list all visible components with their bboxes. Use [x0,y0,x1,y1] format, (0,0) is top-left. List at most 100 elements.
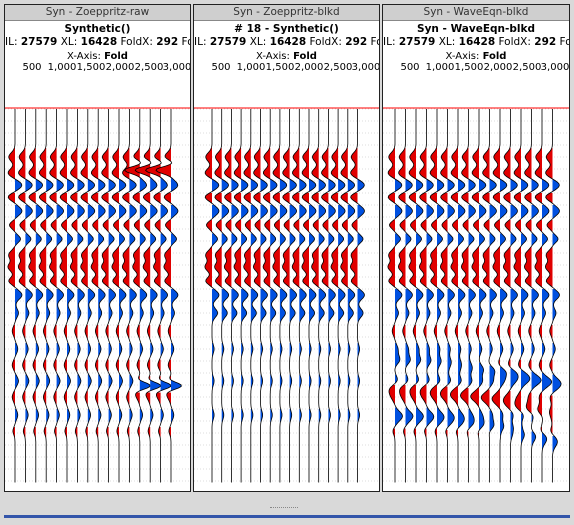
dataset-name: # 18 - Synthetic() [234,23,339,35]
positive-fill [328,179,336,423]
wiggle-line [449,109,466,483]
negative-fill [224,148,232,288]
wiggle-line [101,109,117,483]
negative-fill [39,148,47,438]
positive-fill [250,179,258,423]
seismic-display[interactable] [5,99,191,492]
positive-fill [171,163,182,423]
tick-label: 1,500 [265,62,295,73]
negative-fill [91,148,99,438]
wiggle-line [17,109,33,483]
negative-fill [545,148,553,435]
wiggle-line [330,109,346,483]
x-axis-ticks: 500 1,000 1,500 2,000 2,500 3,000 [383,62,569,74]
wiggle-line [38,109,54,483]
trace [429,109,445,483]
tick-label: 2,000 [294,62,324,73]
wiggle-line [69,109,85,483]
negative-fill [321,148,329,288]
tick-label: 500 [211,62,231,73]
trace [243,109,259,483]
wiggle-line [544,109,562,483]
panel-waveeqn-blkd[interactable]: Syn - WaveEqn-blkd Syn - WaveEqn-blkd IL… [382,4,570,492]
panel-zoeppritz-raw[interactable]: Syn - Zoeppritz-raw Synthetic() IL: 2757… [4,4,191,492]
positive-fill [347,179,355,423]
wiggle-line [439,109,455,483]
trace [301,109,317,483]
trace [155,109,182,483]
negative-fill [101,148,109,438]
trace [59,109,75,483]
tick-label: 1,500 [76,62,106,73]
negative-fill [28,148,36,438]
wiggle-line [513,109,531,483]
trace [204,109,220,483]
wiggle-line [121,109,137,483]
positive-fill [510,179,519,441]
seismic-display[interactable] [383,99,570,492]
dataset-name: Syn - WaveEqn-blkd [417,23,535,35]
negative-fill [272,148,280,288]
negative-fill [59,148,67,438]
trace [387,109,403,483]
tick-label: 1,000 [425,62,455,73]
negative-fill [470,148,479,436]
panel-zoeppritz-blkd[interactable]: Syn - Zoeppritz-blkd # 18 - Synthetic() … [193,4,380,492]
positive-fill [458,179,465,429]
panel-title-bar[interactable]: Syn - WaveEqn-blkd [383,5,569,21]
wiggle-line [491,109,508,483]
trace [38,109,54,483]
tick-label: 2,500 [512,62,542,73]
wiggle-line [59,109,75,483]
positive-fill [87,179,95,423]
negative-fill [408,148,416,438]
positive-fill [309,179,316,423]
trace [214,109,230,483]
seismic-display[interactable] [194,99,380,492]
wiggle-line [301,109,317,483]
wiggle-line [80,109,96,483]
wiggle-line [408,109,424,483]
x-axis-ticks: 500 1,000 1,500 2,000 2,500 3,000 [5,62,190,74]
negative-fill [450,148,458,438]
wiggle-line [134,109,161,483]
wiggle-line [349,109,365,483]
positive-fill [56,179,64,423]
wiggle-line [49,109,65,483]
tick-label: 2,500 [323,62,353,73]
positive-fill [437,179,444,427]
negative-fill [282,148,290,288]
negative-fill [524,148,532,414]
panel-title-bar[interactable]: Syn - Zoeppritz-blkd [194,5,379,21]
trace [49,109,65,483]
positive-fill [160,163,171,423]
trace [408,109,424,483]
trace [69,109,85,483]
trace [340,109,356,483]
wiggle-line [429,109,445,483]
wiggle-line [7,109,23,483]
negative-fill [534,148,542,432]
wiggle-line [320,109,336,483]
negative-fill [429,148,437,438]
negative-fill [350,148,358,288]
wiggle-line [282,109,298,483]
x-axis-ticks: 500 1,000 1,500 2,000 2,500 3,000 [194,62,379,74]
wiggle-line [214,109,230,483]
trace [523,109,542,483]
positive-fill [489,179,497,432]
trace [101,109,117,483]
trace [534,109,553,483]
positive-fill [212,179,219,423]
wiggle-line [155,109,182,483]
trace [90,109,106,483]
panel-title-bar[interactable]: Syn - Zoeppritz-raw [5,5,190,21]
trace [121,109,137,483]
negative-fill [49,148,57,438]
positive-fill [139,163,150,423]
positive-fill [289,179,297,423]
trace [311,109,327,483]
negative-fill [18,148,26,438]
negative-fill [80,148,88,438]
trace [252,109,268,483]
